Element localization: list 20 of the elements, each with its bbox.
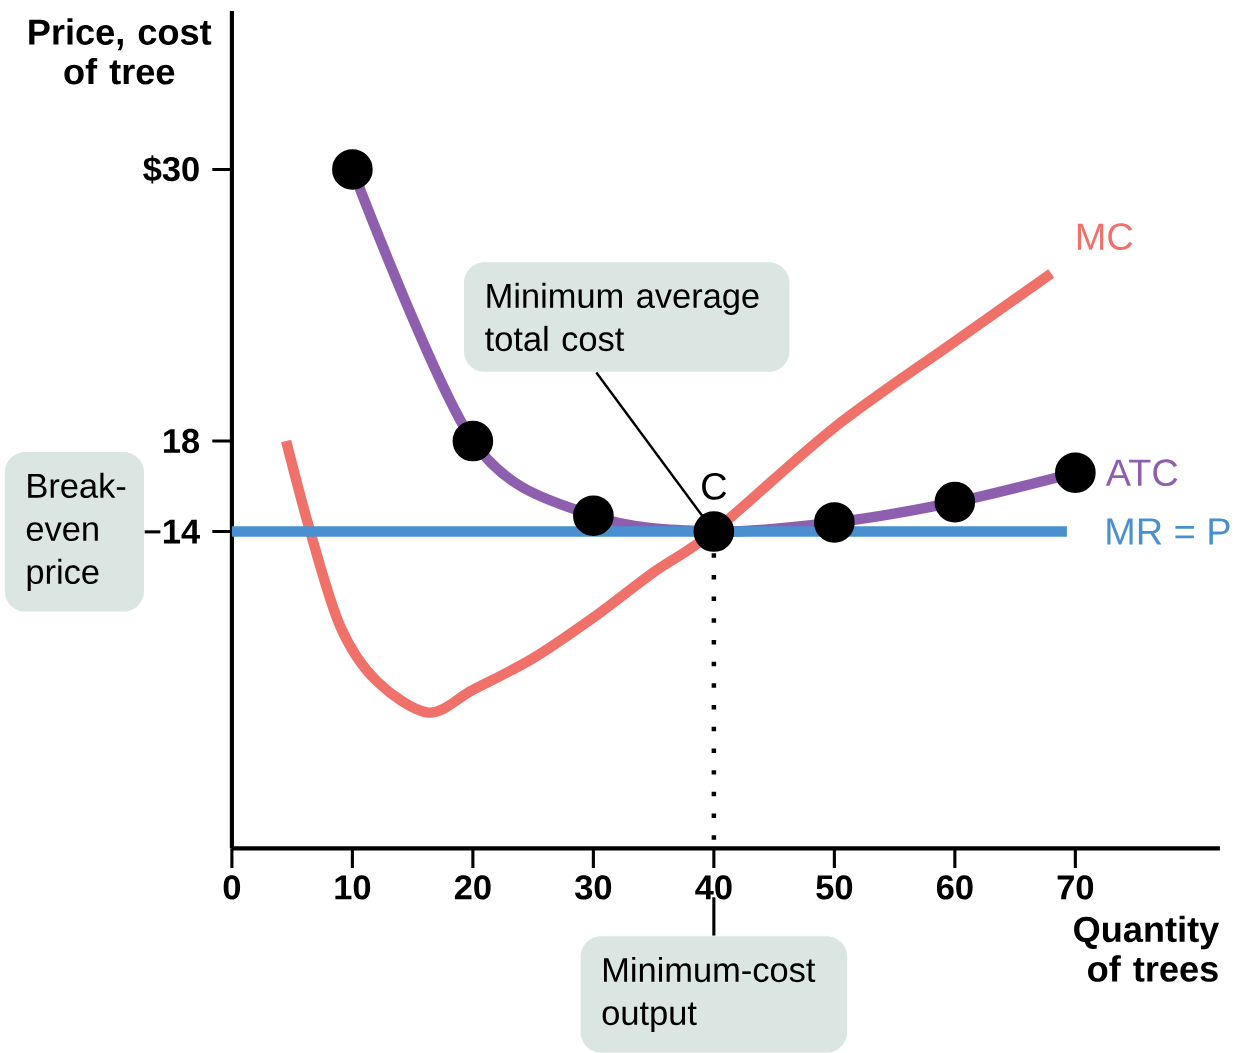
legend-label: ATC [1105,459,1178,487]
x-tick-label: 60 [936,875,973,900]
y-tick-label: $30 [143,155,199,184]
text: Minimum-cost output [602,957,816,1033]
x-axis-title: Quantity of trees [1074,915,1220,982]
series-label: MC [1077,223,1133,251]
y-tick-label: 18 [164,428,200,454]
x-tick-label: 30 [575,875,612,900]
x-tick-label: 70 [1057,875,1094,900]
annotation: Minimum average total cost [485,282,759,352]
text: Break-even price [26,472,126,592]
x-tick-label: 0 [223,875,241,900]
x-tick-label: 40 [695,875,732,900]
annotation: C [702,473,727,500]
x-tick-label: 20 [454,875,491,900]
series-label: MR = P [1107,518,1230,545]
x-tick-label: 10 [335,875,371,900]
y-tick-label: 14 [164,519,200,544]
x-tick-label: 50 [816,875,853,900]
y-axis-title: Price, cost of tree [29,18,212,85]
